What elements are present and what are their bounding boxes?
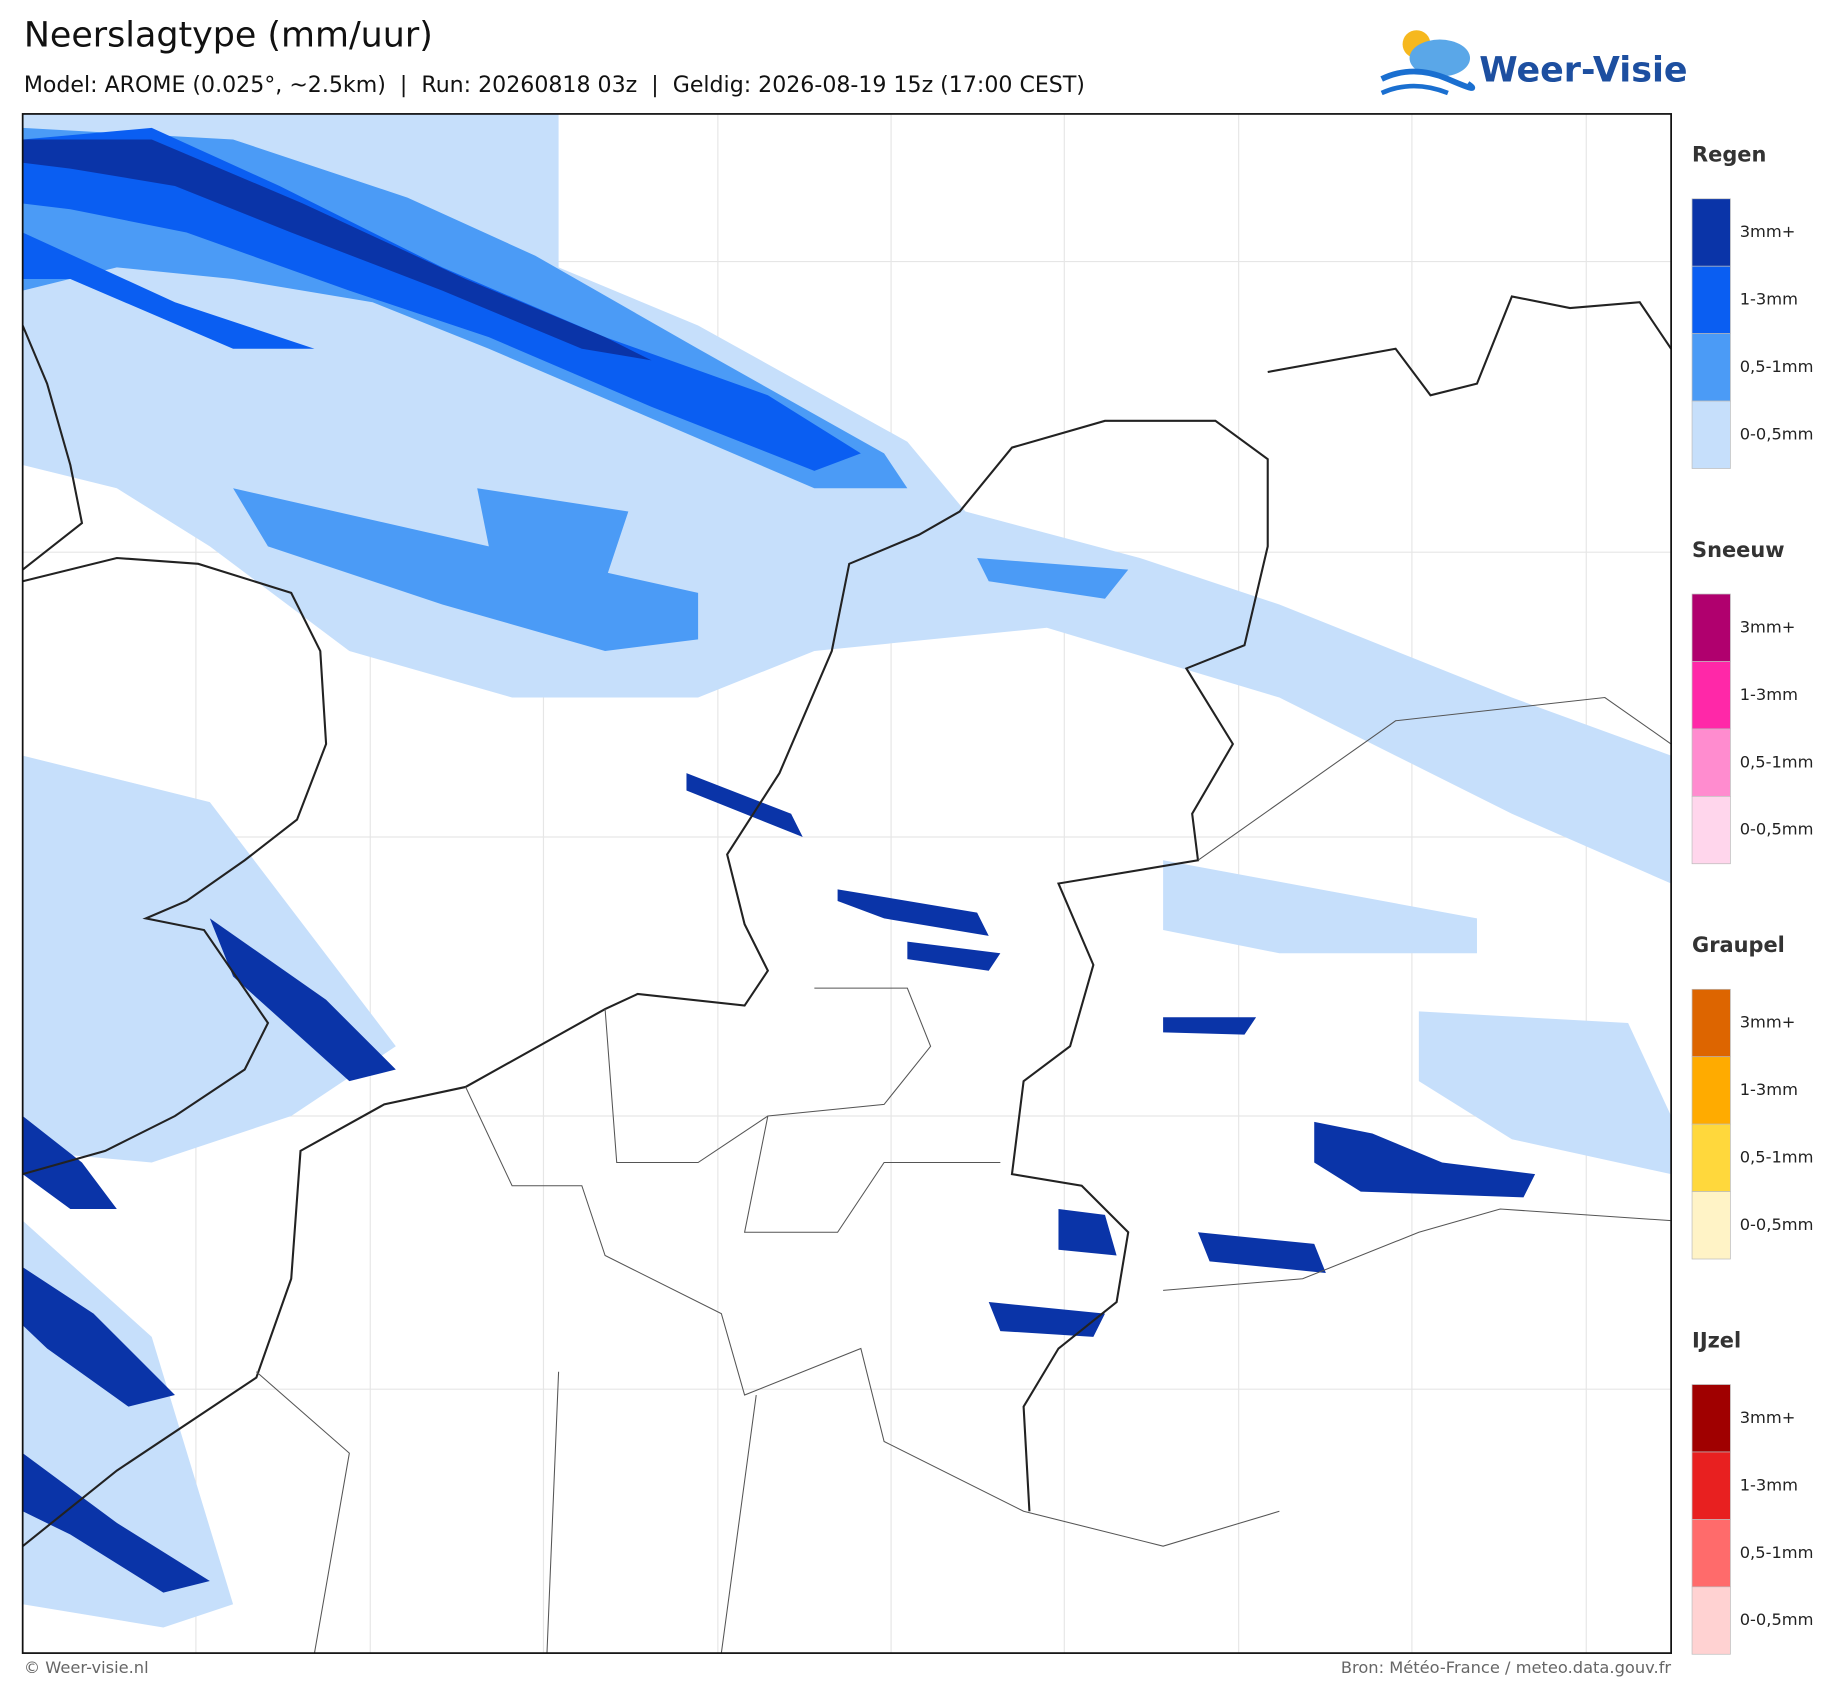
borders <box>255 696 1672 1654</box>
legend-title: Graupel <box>1692 933 1785 957</box>
legend-label: 1-3mm <box>1740 1080 1798 1099</box>
legend-label: 3mm+ <box>1740 222 1796 241</box>
legend-label: 1-3mm <box>1740 1475 1798 1494</box>
legend-label: 0-0,5mm <box>1740 1610 1814 1629</box>
precipitation <box>22 113 1672 1628</box>
legend-label: 0-0,5mm <box>1740 820 1814 839</box>
coastline <box>22 295 1672 1547</box>
logo: Weer-Visie <box>1380 30 1688 96</box>
logo-text: Weer-Visie <box>1479 50 1687 90</box>
title: Neerslagtype (mm/uur) <box>24 16 433 56</box>
legend-swatch <box>1691 1451 1731 1520</box>
legend-label: 0,5-1mm <box>1740 357 1814 376</box>
legend-swatch <box>1691 1384 1731 1453</box>
legend-swatch <box>1691 265 1731 334</box>
legend-label: 1-3mm <box>1740 290 1798 309</box>
legend-swatch <box>1691 1191 1731 1260</box>
legend-swatch <box>1691 593 1731 662</box>
legend-label: 1-3mm <box>1740 685 1798 704</box>
legend-swatch <box>1691 728 1731 797</box>
legend-label: 3mm+ <box>1740 1013 1796 1032</box>
legend-swatch <box>1691 198 1731 267</box>
map <box>21 113 1672 1654</box>
legend-title: Sneeuw <box>1692 538 1785 562</box>
subtitle: Model: AROME (0.025°, ~2.5km) | Run: 202… <box>24 73 1085 98</box>
legend-label: 0,5-1mm <box>1740 1543 1814 1562</box>
legend-label: 0,5-1mm <box>1740 752 1814 771</box>
legend-title: Regen <box>1692 143 1766 167</box>
legend-swatch <box>1691 1586 1731 1655</box>
legend-label: 0,5-1mm <box>1740 1148 1814 1167</box>
legend-label: 3mm+ <box>1740 617 1796 636</box>
legend-swatch <box>1691 988 1731 1058</box>
legend-swatch <box>1691 795 1731 865</box>
map-frame <box>21 113 1672 1654</box>
legend: Regen 3mm+ 1-3mm 0,5-1mm 0-0,5mm Sneeuw 3mm+ 1-… <box>1691 143 1814 1655</box>
legend-label: 0-0,5mm <box>1740 1215 1814 1234</box>
legend-swatch <box>1691 333 1731 402</box>
legend-title: IJzel <box>1692 1328 1741 1352</box>
legend-label: 3mm+ <box>1740 1408 1796 1427</box>
legend-label: 0-0,5mm <box>1740 424 1814 443</box>
footer-right: Bron: Météo-France / meteo.data.gouv.fr <box>1341 1658 1672 1677</box>
legend-swatch <box>1691 1519 1731 1588</box>
legend-swatch <box>1691 661 1731 730</box>
footer-left: © Weer-visie.nl <box>24 1658 149 1677</box>
legend-swatch <box>1691 1123 1731 1192</box>
legend-swatch <box>1691 400 1731 469</box>
legend-swatch <box>1691 1056 1731 1125</box>
